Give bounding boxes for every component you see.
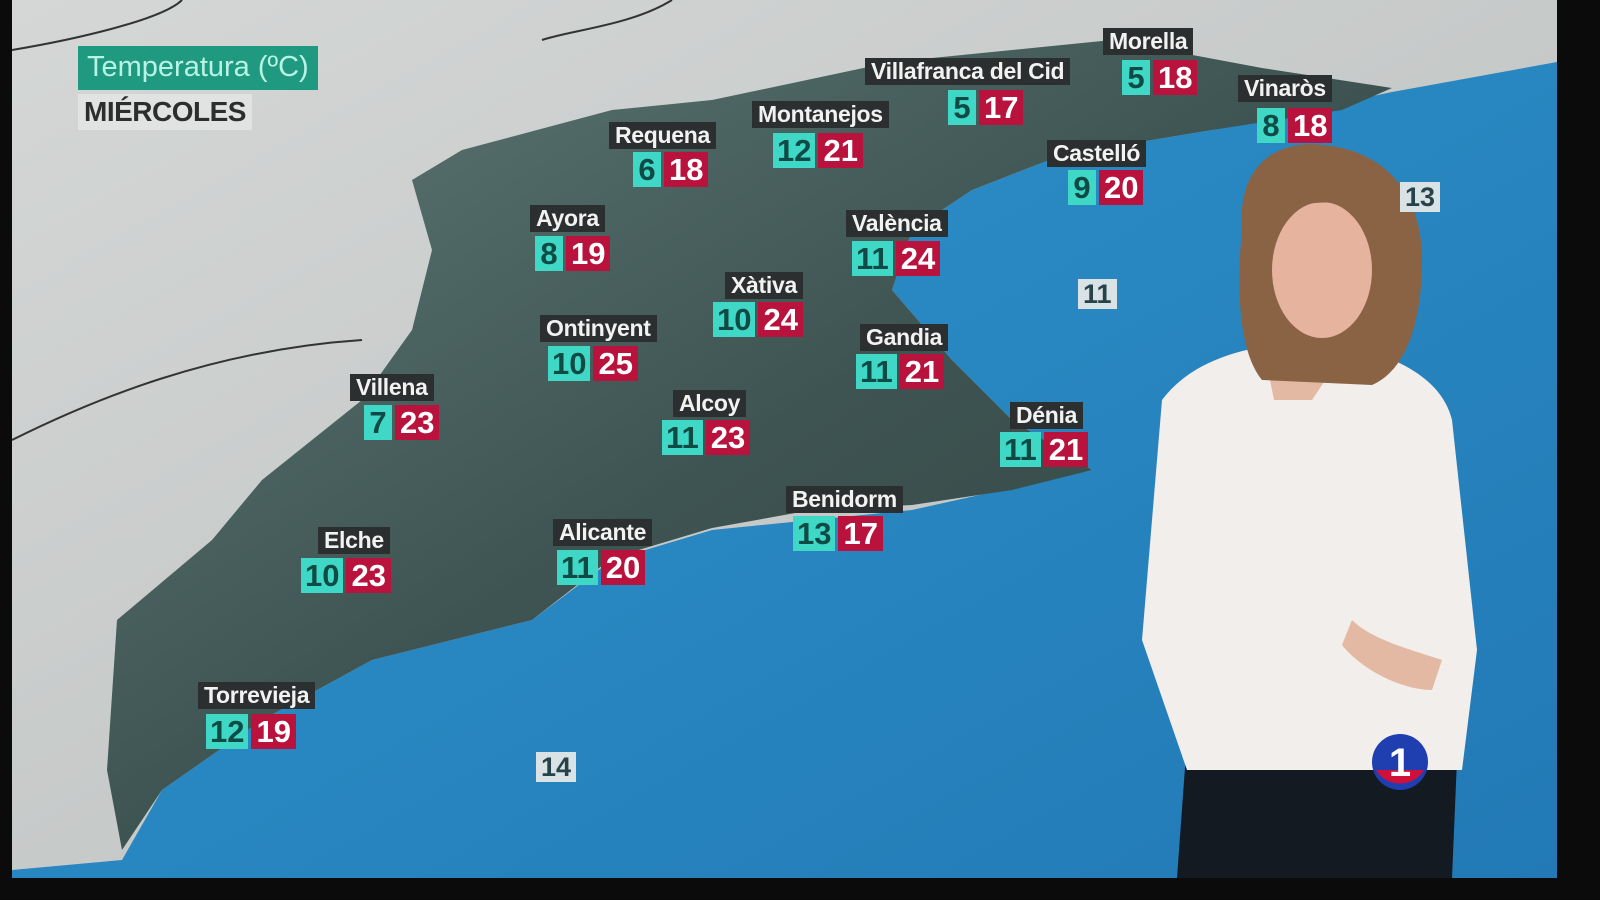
max-temperature: 25	[593, 346, 638, 381]
city-temperatures: 10 24	[713, 302, 803, 337]
city-temperatures: 10 25	[548, 346, 638, 381]
min-temperature: 10	[713, 302, 756, 337]
min-temperature: 11	[852, 241, 893, 276]
city-label: Castelló	[1047, 140, 1147, 167]
max-temperature: 17	[838, 516, 883, 551]
city-label: Vinaròs	[1238, 75, 1332, 102]
min-temperature: 11	[557, 550, 598, 585]
min-temperature: 11	[1000, 432, 1041, 467]
max-temperature: 20	[600, 550, 646, 585]
map-title: Temperatura (ºC)	[78, 46, 318, 90]
city-temperatures: 11 21	[1000, 432, 1089, 467]
max-temperature: 23	[705, 420, 751, 455]
city-label: Alcoy	[673, 390, 747, 417]
city-temperatures: 11 23	[662, 420, 751, 455]
city-label: València	[846, 210, 948, 237]
city-label: Dénia	[1010, 402, 1084, 429]
max-temperature: 23	[346, 558, 391, 593]
logo-number: 1	[1389, 741, 1411, 785]
min-temperature: 10	[548, 346, 591, 381]
city-label: Torrevieja	[198, 682, 316, 709]
min-temperature: 11	[856, 354, 897, 389]
forecast-day: MIÉRCOLES	[78, 94, 252, 130]
city-temperatures: 10 23	[301, 558, 391, 593]
city-temperatures: 7 23	[364, 405, 440, 440]
city-temperatures: 5 17	[948, 90, 1024, 125]
min-temperature: 6	[633, 152, 661, 187]
sea-temperature: 14	[536, 752, 577, 782]
city-temperatures: 11 20	[557, 550, 646, 585]
min-temperature: 11	[662, 420, 703, 455]
presenter	[1142, 144, 1477, 878]
max-temperature: 17	[979, 90, 1024, 125]
city-temperatures: 11 24	[852, 241, 941, 276]
min-temperature: 9	[1068, 170, 1096, 205]
max-temperature: 21	[899, 354, 945, 389]
city-label: Ayora	[530, 205, 605, 232]
max-temperature: 21	[818, 133, 863, 168]
sea-temperature: 13	[1400, 182, 1441, 212]
max-temperature: 19	[251, 714, 296, 749]
city-label: Xàtiva	[725, 272, 803, 299]
city-temperatures: 9 20	[1068, 170, 1144, 205]
city-label: Montanejos	[752, 101, 889, 128]
min-temperature: 8	[1257, 108, 1285, 143]
city-label: Elche	[318, 527, 390, 554]
city-temperatures: 13 17	[793, 516, 883, 551]
city-temperatures: 5 18	[1122, 60, 1198, 95]
weather-map: Temperatura (ºC) MIÉRCOLES Morella 5 18 Vil…	[12, 0, 1557, 878]
max-temperature: 19	[566, 236, 611, 271]
max-temperature: 23	[395, 405, 440, 440]
min-temperature: 7	[364, 405, 392, 440]
max-temperature: 20	[1099, 170, 1144, 205]
max-temperature: 24	[758, 302, 803, 337]
max-temperature: 18	[1153, 60, 1198, 95]
min-temperature: 12	[773, 133, 816, 168]
city-label: Villafranca del Cid	[865, 58, 1071, 85]
min-temperature: 5	[948, 90, 976, 125]
max-temperature: 24	[895, 241, 941, 276]
city-temperatures: 12 21	[773, 133, 863, 168]
city-label: Morella	[1103, 28, 1194, 55]
min-temperature: 13	[793, 516, 836, 551]
max-temperature: 18	[664, 152, 709, 187]
city-label: Villena	[350, 374, 434, 401]
city-temperatures: 6 18	[633, 152, 709, 187]
min-temperature: 8	[535, 236, 563, 271]
city-temperatures: 8 18	[1257, 108, 1333, 143]
city-label: Benidorm	[786, 486, 903, 513]
max-temperature: 18	[1288, 108, 1333, 143]
city-label: Ontinyent	[540, 315, 657, 342]
tve-channel-logo: 1	[1372, 734, 1428, 790]
sea-temperature: 11	[1078, 279, 1117, 309]
city-label: Requena	[609, 122, 717, 149]
max-temperature: 21	[1043, 432, 1089, 467]
city-temperatures: 11 21	[856, 354, 945, 389]
min-temperature: 10	[301, 558, 344, 593]
city-temperatures: 12 19	[206, 714, 296, 749]
city-label: Gandia	[860, 324, 949, 351]
min-temperature: 12	[206, 714, 249, 749]
city-temperatures: 8 19	[535, 236, 611, 271]
min-temperature: 5	[1122, 60, 1150, 95]
city-label: Alicante	[553, 519, 653, 546]
